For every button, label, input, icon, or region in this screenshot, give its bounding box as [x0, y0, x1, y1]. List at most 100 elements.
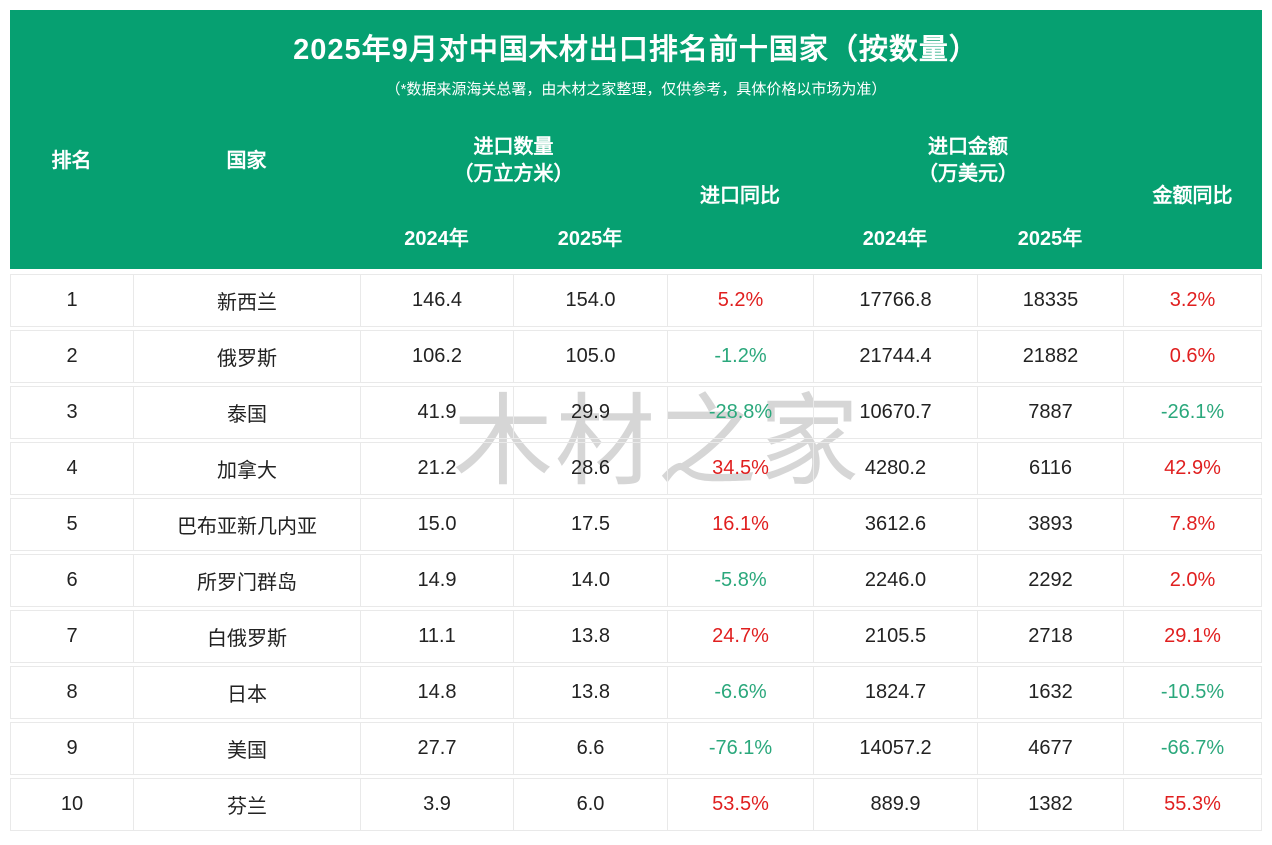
cell-amount-2025: 7887 — [977, 386, 1123, 439]
cell-amount-2024: 3612.6 — [813, 498, 977, 551]
cell-quantity-2024: 21.2 — [360, 442, 513, 495]
cell-quantity-2025: 17.5 — [513, 498, 667, 551]
column-header-quantity-2025: 2025年 — [557, 227, 623, 250]
cell-country: 白俄罗斯 — [133, 610, 360, 663]
cell-quantity-yoy: -76.1% — [667, 722, 813, 775]
column-header-country: 国家 — [226, 149, 267, 172]
cell-rank: 10 — [10, 778, 133, 831]
table-row: 7 白俄罗斯 11.1 13.8 24.7% 2105.5 2718 29.1% — [10, 610, 1262, 663]
cell-rank: 1 — [10, 274, 133, 327]
cell-quantity-yoy: 16.1% — [667, 498, 813, 551]
column-header-quantity-2024: 2024年 — [404, 227, 469, 250]
cell-amount-2025: 21882 — [977, 330, 1123, 383]
column-header-rank: 排名 — [51, 149, 92, 172]
column-header-amount-yoy: 金额同比 — [1152, 184, 1233, 207]
import-amount-unit: （万美元） — [918, 163, 1018, 185]
cell-rank: 9 — [10, 722, 133, 775]
cell-amount-yoy: 55.3% — [1123, 778, 1262, 831]
cell-quantity-yoy: -6.6% — [667, 666, 813, 719]
table-row: 3 泰国 41.9 29.9 -28.8% 10670.7 7887 -26.1… — [10, 386, 1262, 439]
cell-quantity-2024: 14.8 — [360, 666, 513, 719]
cell-quantity-2024: 14.9 — [360, 554, 513, 607]
cell-quantity-2025: 29.9 — [513, 386, 667, 439]
cell-quantity-2025: 28.6 — [513, 442, 667, 495]
cell-quantity-yoy: -5.8% — [667, 554, 813, 607]
cell-country: 日本 — [133, 666, 360, 719]
table-header-banner: 2025年9月对中国木材出口排名前十国家（按数量） （*数据来源海关总署，由木材… — [10, 10, 1262, 269]
cell-country: 俄罗斯 — [133, 330, 360, 383]
cell-quantity-yoy: 24.7% — [667, 610, 813, 663]
cell-quantity-2025: 154.0 — [513, 274, 667, 327]
cell-country: 新西兰 — [133, 274, 360, 327]
cell-quantity-2024: 146.4 — [360, 274, 513, 327]
import-amount-label: 进口金额 — [928, 136, 1008, 158]
cell-rank: 4 — [10, 442, 133, 495]
cell-amount-yoy: 42.9% — [1123, 442, 1262, 495]
cell-amount-2025: 1382 — [977, 778, 1123, 831]
cell-amount-2024: 2105.5 — [813, 610, 977, 663]
cell-country: 美国 — [133, 722, 360, 775]
table-row: 4 加拿大 21.2 28.6 34.5% 4280.2 6116 42.9% — [10, 442, 1262, 495]
page-subtitle: （*数据来源海关总署，由木材之家整理，仅供参考，具体价格以市场为准） — [385, 81, 887, 98]
cell-quantity-2024: 41.9 — [360, 386, 513, 439]
cell-quantity-2025: 14.0 — [513, 554, 667, 607]
cell-amount-2025: 2292 — [977, 554, 1123, 607]
table-row: 1 新西兰 146.4 154.0 5.2% 17766.8 18335 3.2… — [10, 274, 1262, 327]
cell-country: 芬兰 — [133, 778, 360, 831]
cell-amount-yoy: -26.1% — [1123, 386, 1262, 439]
cell-amount-2024: 889.9 — [813, 778, 977, 831]
table-row: 5 巴布亚新几内亚 15.0 17.5 16.1% 3612.6 3893 7.… — [10, 498, 1262, 551]
table-row: 10 芬兰 3.9 6.0 53.5% 889.9 1382 55.3% — [10, 778, 1262, 831]
cell-amount-yoy: -10.5% — [1123, 666, 1262, 719]
table-row: 6 所罗门群岛 14.9 14.0 -5.8% 2246.0 2292 2.0% — [10, 554, 1262, 607]
cell-quantity-2025: 13.8 — [513, 610, 667, 663]
column-header-row: 排名 国家 进口数量 （万立方米） 进口同比 进口金额 （万美元） 金额同比 2… — [10, 111, 1262, 269]
table-row: 9 美国 27.7 6.6 -76.1% 14057.2 4677 -66.7% — [10, 722, 1262, 775]
cell-rank: 7 — [10, 610, 133, 663]
cell-quantity-yoy: 53.5% — [667, 778, 813, 831]
cell-rank: 3 — [10, 386, 133, 439]
cell-quantity-yoy: -28.8% — [667, 386, 813, 439]
cell-amount-2025: 4677 — [977, 722, 1123, 775]
cell-quantity-2024: 27.7 — [360, 722, 513, 775]
cell-quantity-2025: 13.8 — [513, 666, 667, 719]
page-title: 2025年9月对中国木材出口排名前十国家（按数量） — [293, 34, 979, 66]
cell-amount-yoy: 29.1% — [1123, 610, 1262, 663]
import-quantity-unit: （万立方米） — [453, 163, 574, 185]
cell-quantity-2024: 15.0 — [360, 498, 513, 551]
cell-country: 加拿大 — [133, 442, 360, 495]
cell-country: 所罗门群岛 — [133, 554, 360, 607]
cell-amount-2025: 3893 — [977, 498, 1123, 551]
cell-amount-2025: 18335 — [977, 274, 1123, 327]
cell-rank: 8 — [10, 666, 133, 719]
cell-amount-2024: 14057.2 — [813, 722, 977, 775]
cell-amount-yoy: 7.8% — [1123, 498, 1262, 551]
cell-amount-yoy: 0.6% — [1123, 330, 1262, 383]
cell-quantity-yoy: 5.2% — [667, 274, 813, 327]
column-header-amount-2025: 2025年 — [1017, 227, 1083, 250]
cell-rank: 6 — [10, 554, 133, 607]
cell-amount-yoy: 3.2% — [1123, 274, 1262, 327]
cell-quantity-yoy: -1.2% — [667, 330, 813, 383]
cell-amount-2025: 1632 — [977, 666, 1123, 719]
cell-quantity-2024: 11.1 — [360, 610, 513, 663]
cell-quantity-yoy: 34.5% — [667, 442, 813, 495]
import-quantity-label: 进口数量 — [473, 136, 554, 158]
column-header-amount-2024: 2024年 — [862, 227, 928, 250]
cell-rank: 5 — [10, 498, 133, 551]
cell-rank: 2 — [10, 330, 133, 383]
cell-amount-2025: 6116 — [977, 442, 1123, 495]
table-row: 8 日本 14.8 13.8 -6.6% 1824.7 1632 -10.5% — [10, 666, 1262, 719]
table-body: 木材之家 1 新西兰 146.4 154.0 5.2% 17766.8 1833… — [10, 274, 1262, 831]
cell-quantity-2025: 6.0 — [513, 778, 667, 831]
cell-amount-2024: 21744.4 — [813, 330, 977, 383]
cell-country: 泰国 — [133, 386, 360, 439]
cell-quantity-2025: 6.6 — [513, 722, 667, 775]
cell-amount-2024: 2246.0 — [813, 554, 977, 607]
cell-amount-yoy: 2.0% — [1123, 554, 1262, 607]
column-header-import-quantity-group: 进口数量 （万立方米） — [360, 111, 667, 211]
column-header-import-amount-group: 进口金额 （万美元） — [813, 111, 1123, 211]
cell-amount-2024: 1824.7 — [813, 666, 977, 719]
table-row: 2 俄罗斯 106.2 105.0 -1.2% 21744.4 21882 0.… — [10, 330, 1262, 383]
